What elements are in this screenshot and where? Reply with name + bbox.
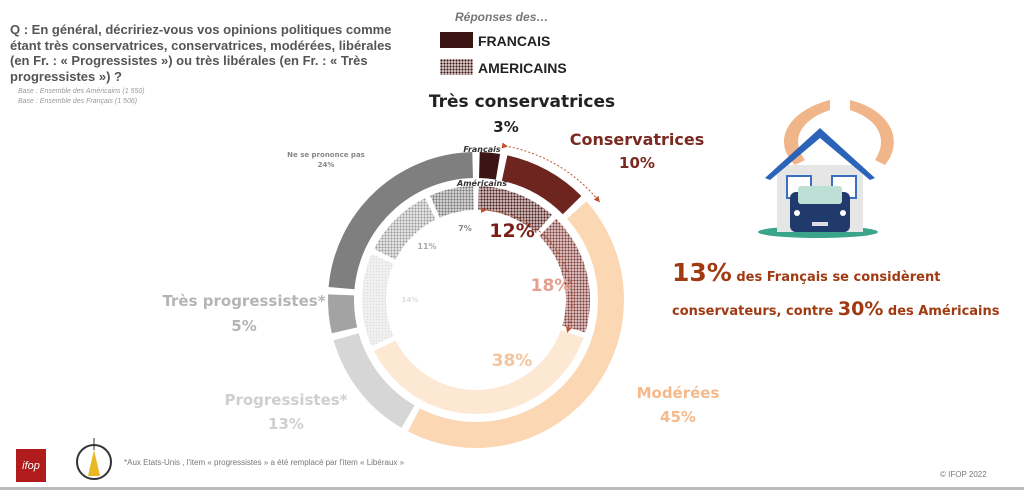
highlight-text1: des Français se considèrent: [731, 270, 941, 285]
legend-label-american: AMERICAINS: [478, 60, 567, 76]
base-fr: Base : Ensemble des Français (1 506): [18, 98, 138, 105]
legend-title: Réponses des…: [455, 10, 549, 24]
house-illustration: [758, 100, 894, 238]
label-conservatrices: Conservatrices: [569, 130, 705, 149]
highlight-line-1: 13% des Français se considèrent: [672, 258, 940, 287]
value-fr-tres-conservatrices: 3%: [493, 118, 519, 136]
slice-inner-3: [362, 254, 394, 346]
copyright: © IFOP 2022: [940, 470, 987, 479]
value-us-progressistes: 14%: [401, 296, 419, 304]
highlight-text2b: des Américains: [883, 304, 1000, 319]
ring-label-american: Américains: [457, 179, 507, 188]
highlight-pct-us: 30%: [837, 298, 884, 320]
legend-label-french: FRANCAIS: [478, 33, 551, 49]
slice-outer-4: [327, 294, 358, 334]
bottom-divider: [0, 487, 1024, 490]
value-us-tres-progressistes: 11%: [417, 242, 437, 251]
question-text: Q : En général, décririez-vous vos opini…: [10, 22, 392, 84]
legend-swatch-french: [440, 32, 473, 48]
slice-outer-2: [407, 201, 625, 449]
value-fr-progressistes: 13%: [268, 415, 304, 433]
highlight-text2a: conservateurs, contre: [672, 304, 838, 319]
label-tres-progressistes: Très progressistes*: [162, 292, 326, 310]
legend-swatch-american: [440, 59, 473, 75]
value-fr-conservatrices: 10%: [619, 154, 655, 172]
value-us-conservatrices: 18%: [530, 276, 572, 296]
slice-inner-5: [430, 186, 474, 218]
value-us-nsp: 7%: [458, 224, 472, 233]
base-us: Base : Ensemble des Américains (1 550): [18, 88, 145, 95]
ifop-logo: ifop: [16, 449, 46, 482]
label-tres-conservatrices: Très conservatrices: [428, 92, 616, 112]
highlight-line-2: conservateurs, contre 30% des Américains: [672, 298, 1000, 320]
label-moderees: Modérées: [636, 384, 720, 402]
slice-outer-3: [333, 333, 415, 428]
slice-inner-2: [374, 329, 584, 414]
value-us-moderees: 38%: [491, 351, 533, 371]
seal-logo: [76, 438, 112, 480]
slice-outer-0: [479, 152, 501, 180]
highlight-pct-fr: 13%: [672, 258, 732, 287]
value-fr-tres-progressistes: 5%: [231, 317, 257, 335]
value-fr-nsp: 24%: [317, 161, 335, 169]
ring-label-french: Français: [463, 145, 501, 154]
slice-inner-4: [374, 198, 436, 260]
label-progressistes: Progressistes*: [224, 391, 348, 409]
arrow-inner: [480, 206, 573, 333]
slice-outer-5: [328, 152, 473, 290]
label-nsp: Ne se prononce pas: [287, 151, 365, 159]
value-us-tres-conservatrices: 12%: [489, 220, 535, 242]
footnote: *Aux Etats-Unis , l'item « progressistes…: [124, 458, 405, 467]
value-fr-moderees: 45%: [660, 408, 696, 426]
